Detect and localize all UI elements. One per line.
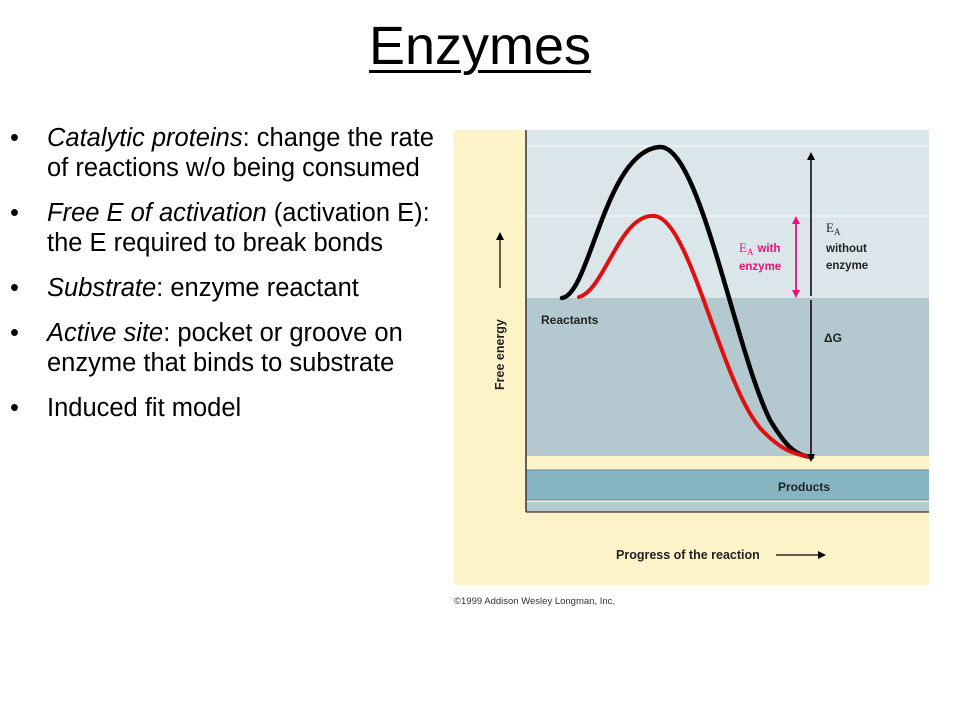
bullet-term: Free E of activation <box>47 199 267 227</box>
curve-with-enzyme <box>577 213 814 459</box>
bullet-dot: • <box>10 274 19 302</box>
ea-without-line1: without <box>825 243 867 255</box>
bullet-item: • Active site: pocket or groove on enzyme… <box>0 318 450 378</box>
bullet-text: Induced fit model <box>47 394 242 422</box>
bullet-text: : enzyme reactant <box>156 274 359 302</box>
copyright-notice: ©1999 Addison Wesley Longman, Inc. <box>454 596 616 607</box>
ea-without-line2: enzyme <box>826 260 868 272</box>
ea-with-word: with <box>756 243 780 255</box>
bullet-list: • Catalytic proteins: change the rate of … <box>0 123 450 438</box>
ea-without-label: EA <box>826 220 841 237</box>
ea-with-symbol: E <box>739 240 747 255</box>
reactants-label: Reactants <box>541 313 599 327</box>
slide-title: Enzymes <box>368 16 592 76</box>
bullet-item: • Induced fit model <box>0 393 450 423</box>
energy-band-reactants <box>526 298 929 456</box>
bullet-term: Substrate <box>47 274 157 302</box>
products-band <box>526 470 929 500</box>
bullet-text: : change the rate of reactions w/o being… <box>47 124 434 182</box>
bullet-item: • Substrate: enzyme reactant <box>0 273 450 303</box>
products-label: Products <box>778 480 830 494</box>
panel-background <box>454 130 929 585</box>
bullet-dot: • <box>10 124 19 152</box>
bullet-text: (activation E): the E required to break … <box>47 199 430 257</box>
ea-with-subscript: A <box>747 247 754 257</box>
ea-without-subscript: A <box>834 227 841 237</box>
ea-with-line2: enzyme <box>739 261 781 273</box>
bullet-term: Active site <box>47 319 164 347</box>
ea-with-label: EA with <box>739 240 780 257</box>
x-axis-label: Progress of the reaction <box>616 548 760 562</box>
curve-without-enzyme <box>559 144 815 460</box>
bullet-dot: • <box>10 394 19 422</box>
delta-g-label: ΔG <box>824 331 842 345</box>
bullet-text: : pocket or groove on enzyme that binds … <box>47 319 403 377</box>
energy-band-upper <box>526 130 929 298</box>
bullet-dot: • <box>10 319 19 347</box>
bullet-item: • Catalytic proteins: change the rate of … <box>0 123 450 183</box>
products-band-lower <box>526 502 929 512</box>
bullet-term: Catalytic proteins <box>47 124 243 152</box>
bullet-dot: • <box>10 199 19 227</box>
ea-without-symbol: E <box>826 220 834 235</box>
y-axis-label: Free energy <box>493 319 507 390</box>
bullet-item: • Free E of activation (activation E): th… <box>0 198 450 258</box>
